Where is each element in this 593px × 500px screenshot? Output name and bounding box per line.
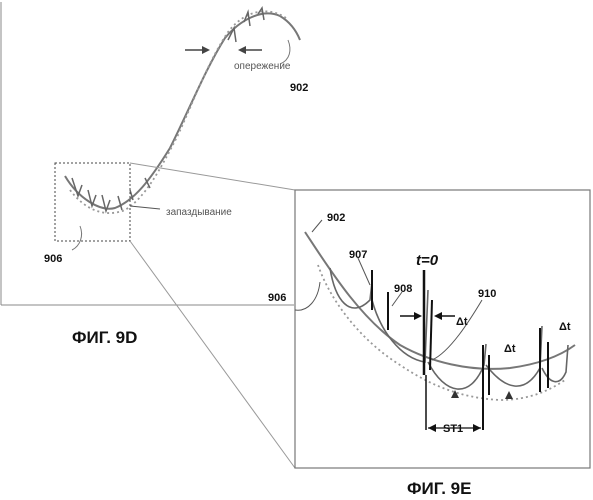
zoom-region-box [55, 163, 130, 241]
fig9e-ref-908: 908 [394, 283, 412, 295]
fig9d-caption: ФИГ. 9D [72, 328, 137, 347]
fig9e-ref-906: 906 [268, 292, 286, 304]
time-zero-label: t=0 [416, 252, 439, 269]
lag-arrow [130, 206, 160, 209]
delta-t-label-1: Δt [456, 316, 468, 328]
st1-label: ST1 [443, 423, 463, 435]
lead-arrowhead-left [202, 46, 210, 54]
lag-label: запаздывание [166, 207, 232, 218]
fig9e-caption: ФИГ. 9E [407, 479, 471, 498]
fig9e-ref-907: 907 [349, 249, 367, 261]
figure-9e: ST1 902 907 908 910 906 t=0 Δt Δt Δt ФИГ… [268, 190, 590, 498]
fig9d-region-leader [72, 226, 82, 250]
fig9e-ref-910: 910 [478, 288, 496, 300]
zoom-connector-bottom [130, 241, 295, 468]
figure-9d: опережение 902 запаздывание 906 ФИГ. 9D [1, 2, 308, 347]
fig9d-ref-902: 902 [290, 82, 308, 94]
delta-t-label-3: Δt [559, 321, 571, 333]
delta-t-label-2: Δt [504, 343, 516, 355]
sawtooth-marks-upper [228, 8, 264, 42]
fig9e-ref-902: 902 [327, 212, 345, 224]
zoom-connector-top [130, 163, 295, 190]
fig9d-ref-906: 906 [44, 253, 62, 265]
lead-arrowhead-right [238, 46, 246, 54]
lead-label: опережение [234, 61, 291, 72]
curve-902-main [65, 13, 300, 208]
sawtooth-marks-lower [72, 178, 150, 211]
